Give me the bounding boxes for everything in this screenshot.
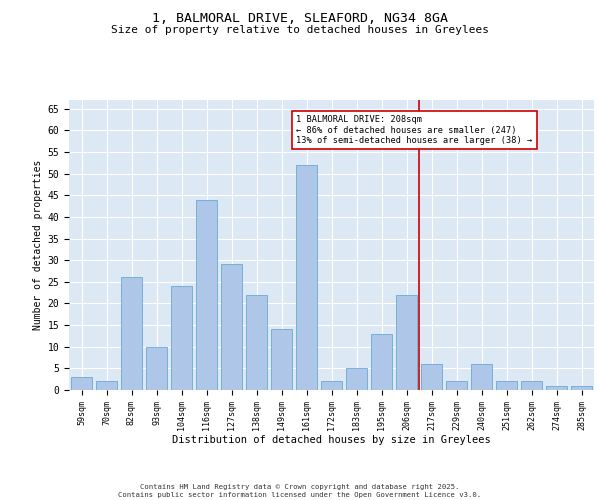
Bar — [471, 364, 492, 390]
Bar — [96, 382, 117, 390]
Y-axis label: Number of detached properties: Number of detached properties — [34, 160, 43, 330]
Bar — [121, 278, 142, 390]
Bar — [396, 295, 417, 390]
Bar — [546, 386, 567, 390]
Text: Size of property relative to detached houses in Greylees: Size of property relative to detached ho… — [111, 25, 489, 35]
Bar — [296, 165, 317, 390]
Bar — [196, 200, 217, 390]
Bar — [521, 382, 542, 390]
Bar — [571, 386, 592, 390]
Bar — [271, 330, 292, 390]
Text: 1, BALMORAL DRIVE, SLEAFORD, NG34 8GA: 1, BALMORAL DRIVE, SLEAFORD, NG34 8GA — [152, 12, 448, 26]
Bar — [421, 364, 442, 390]
Bar — [346, 368, 367, 390]
Bar — [446, 382, 467, 390]
Text: 1 BALMORAL DRIVE: 208sqm
← 86% of detached houses are smaller (247)
13% of semi-: 1 BALMORAL DRIVE: 208sqm ← 86% of detach… — [296, 115, 533, 145]
Text: Contains HM Land Registry data © Crown copyright and database right 2025.
Contai: Contains HM Land Registry data © Crown c… — [118, 484, 482, 498]
Bar — [71, 377, 92, 390]
Bar — [321, 382, 342, 390]
Bar — [496, 382, 517, 390]
Bar — [146, 346, 167, 390]
X-axis label: Distribution of detached houses by size in Greylees: Distribution of detached houses by size … — [172, 436, 491, 446]
Bar — [371, 334, 392, 390]
Bar — [171, 286, 192, 390]
Bar — [221, 264, 242, 390]
Bar — [246, 295, 267, 390]
